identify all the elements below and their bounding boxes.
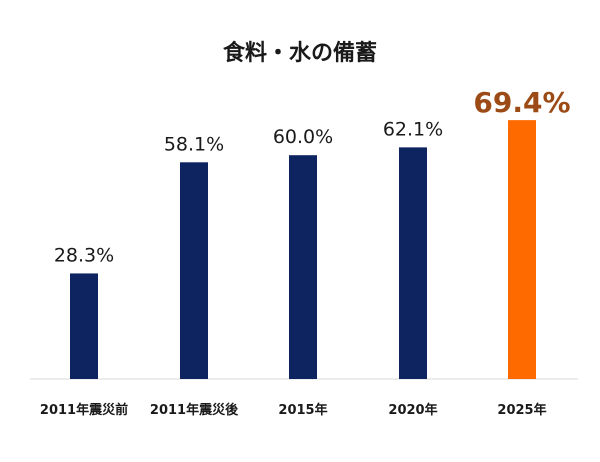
data-label: 60.0% <box>273 126 333 148</box>
x-tick-label: 2020年 <box>388 402 437 418</box>
bar <box>508 120 536 379</box>
data-label: 69.4% <box>473 86 570 119</box>
x-tick-label: 2015年 <box>278 402 327 418</box>
data-label: 28.3% <box>54 244 114 266</box>
data-label: 58.1% <box>164 133 224 155</box>
bar <box>70 273 98 379</box>
chart-title: 食料・水の備蓄 <box>223 40 377 66</box>
bar <box>289 155 317 379</box>
data-label: 62.1% <box>383 118 443 140</box>
x-tick-label: 2025年 <box>497 402 546 418</box>
bar <box>399 147 427 379</box>
x-tick-label: 2011年震災後 <box>150 402 239 418</box>
x-tick-label: 2011年震災前 <box>40 402 128 418</box>
bar <box>180 162 208 379</box>
